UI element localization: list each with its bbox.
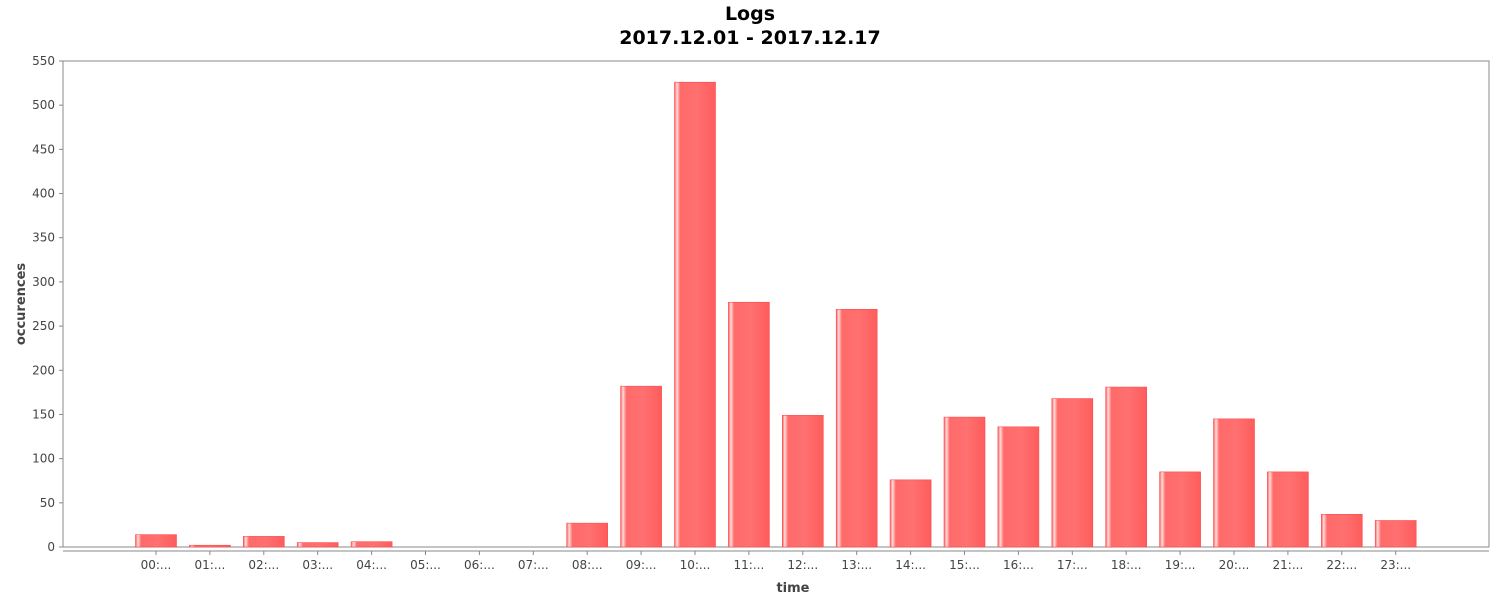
x-tick-label: 23:... xyxy=(1380,558,1411,572)
y-tick-label: 250 xyxy=(32,319,55,333)
y-tick-label: 0 xyxy=(47,540,55,554)
y-tick-label: 400 xyxy=(32,187,55,201)
bar xyxy=(1213,418,1255,548)
y-tick-label: 50 xyxy=(40,496,55,510)
y-tick-label: 500 xyxy=(32,98,55,112)
bar xyxy=(135,534,177,548)
x-tick-label: 10:... xyxy=(680,558,711,572)
bar xyxy=(566,522,609,548)
bar xyxy=(243,536,285,548)
bar xyxy=(1105,386,1147,548)
x-tick-label: 16:... xyxy=(1003,558,1034,572)
x-tick-label: 19:... xyxy=(1165,558,1196,572)
x-tick-label: 15:... xyxy=(949,558,980,572)
y-tick-label: 100 xyxy=(32,452,55,466)
bar xyxy=(889,479,932,548)
bar xyxy=(1321,514,1363,548)
x-tick-label: 13:... xyxy=(841,558,872,572)
bar xyxy=(781,415,824,548)
x-tick-label: 12:... xyxy=(787,558,818,572)
bar xyxy=(943,416,986,548)
y-tick-label: 300 xyxy=(32,275,55,289)
bar xyxy=(1159,471,1201,548)
y-tick-label: 350 xyxy=(32,231,55,245)
x-tick-label: 08:... xyxy=(572,558,603,572)
x-tick-label: 22:... xyxy=(1326,558,1357,572)
x-tick-label: 03:... xyxy=(302,558,333,572)
x-tick-label: 11:... xyxy=(734,558,765,572)
bar xyxy=(674,81,716,548)
bars xyxy=(135,81,1417,548)
y-tick-label: 550 xyxy=(32,54,55,68)
x-tick-label: 01:... xyxy=(195,558,226,572)
x-tick-label: 20:... xyxy=(1219,558,1250,572)
bar xyxy=(1374,520,1417,548)
x-tick-label: 21:... xyxy=(1273,558,1304,572)
bar xyxy=(728,301,770,548)
y-axis-label: occurences xyxy=(14,263,29,346)
bar xyxy=(997,426,1040,548)
chart-title: Logs xyxy=(724,3,776,25)
x-axis-label: time xyxy=(776,581,809,596)
x-tick-label: 17:... xyxy=(1057,558,1088,572)
x-tick-label: 14:... xyxy=(895,558,926,572)
y-tick-label: 200 xyxy=(32,363,55,377)
y-axis: 0 50 100 150 200 250 300 350 400 450 500 550 xyxy=(32,54,63,554)
bar xyxy=(835,309,878,548)
y-tick-label: 150 xyxy=(32,407,55,421)
x-tick-label: 09:... xyxy=(626,558,657,572)
x-axis: 00:... 01:... 02:... 03:... 04:... 05:... 06:.… xyxy=(63,550,1489,572)
bar xyxy=(296,542,339,548)
x-tick-label: 02:... xyxy=(248,558,279,572)
x-tick-label: 00:... xyxy=(141,558,172,572)
bar xyxy=(1051,398,1094,548)
bar xyxy=(620,385,662,548)
x-tick-label: 05:... xyxy=(410,558,441,572)
x-tick-label: 06:... xyxy=(464,558,495,572)
bar xyxy=(189,544,231,548)
x-tick-label: 04:... xyxy=(356,558,387,572)
y-tick-label: 450 xyxy=(32,142,55,156)
bar xyxy=(1267,471,1309,548)
chart-subtitle: 2017.12.01 - 2017.12.17 xyxy=(619,27,881,49)
x-tick-label: 07:... xyxy=(518,558,549,572)
bar xyxy=(350,541,393,548)
x-tick-label: 18:... xyxy=(1111,558,1142,572)
